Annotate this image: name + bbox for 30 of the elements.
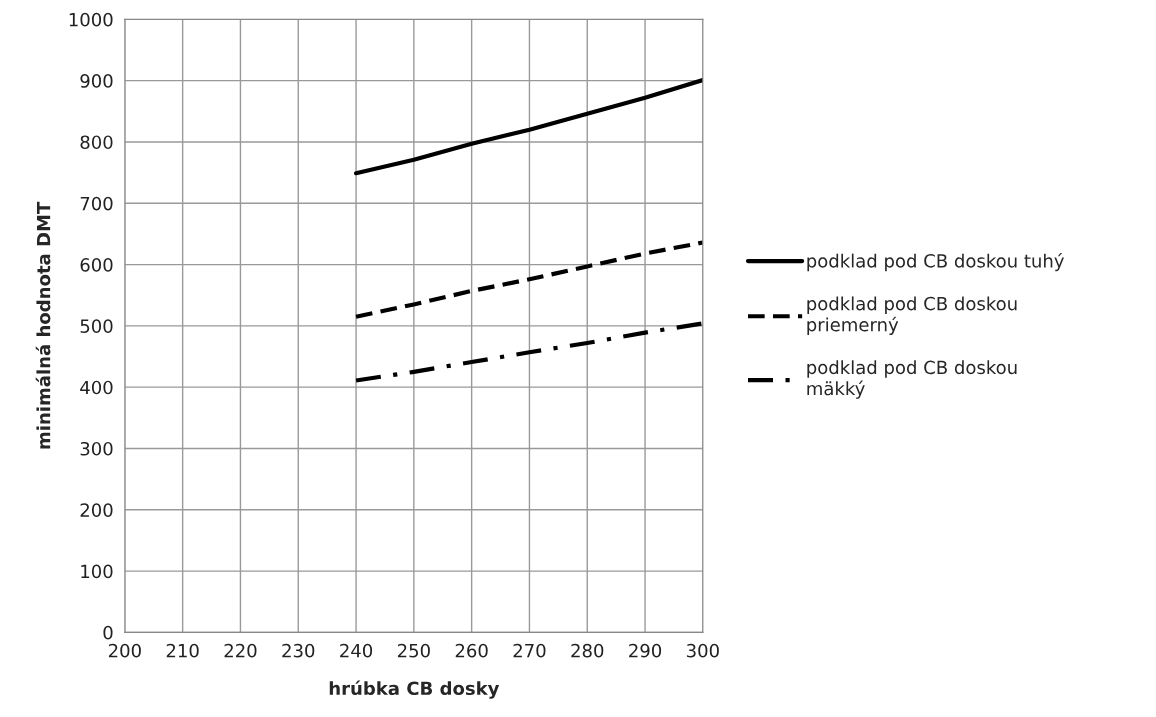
y-tick-label: 400 [80, 380, 113, 395]
y-tick-label: 500 [80, 319, 113, 333]
y-axis-title: minimálná hodnota DMT [35, 201, 51, 449]
legend-label: podklad pod CB doskou priemerný [807, 296, 1017, 335]
y-tick-label: 0 [103, 625, 113, 640]
line-series [353, 77, 703, 176]
y-tick-label: 200 [80, 503, 113, 517]
x-tick-label: 290 [629, 643, 662, 658]
x-axis-title: hrúbka CB dosky [329, 680, 500, 699]
x-tick-label: 230 [282, 643, 315, 658]
legend-label: podklad pod CB doskou tuhý [807, 252, 1064, 272]
x-tick-label: 200 [108, 643, 141, 658]
y-tick-label: 100 [81, 564, 113, 579]
x-tick-label: 240 [340, 643, 373, 658]
y-tick-label: 600 [80, 258, 113, 272]
y-tick-label: 1000 [69, 12, 113, 27]
y-tick-label: 300 [80, 441, 113, 456]
x-tick-label: 210 [166, 643, 199, 658]
x-tick-label: 250 [397, 643, 430, 658]
line-series [353, 321, 703, 383]
y-tick-label: 700 [80, 196, 113, 211]
x-tick-label: 280 [571, 643, 604, 658]
x-tick-label: 270 [513, 643, 546, 658]
line-series [353, 240, 703, 319]
x-tick-label: 260 [455, 643, 488, 658]
y-tick-label: 900 [80, 74, 113, 88]
y-tick-label: 800 [80, 135, 113, 150]
x-tick-label: 300 [686, 643, 719, 658]
legend-label: podklad pod CB doskou mäkký [807, 360, 1017, 399]
x-tick-label: 220 [224, 643, 257, 658]
